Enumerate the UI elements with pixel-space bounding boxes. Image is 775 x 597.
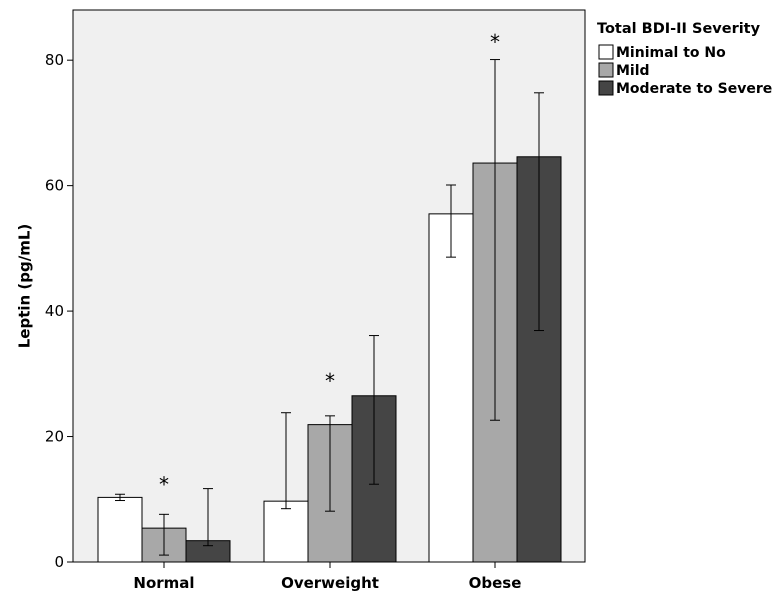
error-bar-overweight-mild	[325, 415, 335, 512]
y-tick-label: 20	[45, 428, 64, 446]
error-bar-normal-minimal-to-no	[115, 493, 125, 502]
y-tick-label: 40	[45, 302, 64, 320]
error-bar-normal-moderate-to-severe	[203, 488, 213, 547]
legend-label-minimal-to-no: Minimal to No	[616, 45, 726, 61]
error-bars	[115, 59, 544, 556]
y-tick-label: 80	[45, 51, 64, 69]
error-bar-obese-mild	[490, 59, 500, 421]
x-tick-label-overweight: Overweight	[281, 574, 379, 592]
y-tick-label: 60	[45, 177, 64, 195]
bar-normal-minimal-to-no	[97, 496, 143, 563]
error-bar-overweight-minimal-to-no	[281, 412, 291, 510]
legend-swatch-moderate-to-severe	[598, 80, 614, 96]
error-bar-overweight-moderate-to-severe	[369, 335, 379, 485]
significance-asterisk-overweight: *	[325, 369, 335, 393]
error-bar-obese-moderate-to-severe	[534, 92, 544, 332]
error-bar-obese-minimal-to-no	[446, 184, 456, 258]
significance-markers: * * *	[159, 30, 500, 496]
y-tick-label: 0	[54, 553, 64, 571]
legend-swatch-mild	[598, 62, 614, 78]
legend-label-moderate-to-severe: Moderate to Severe	[616, 81, 772, 97]
legend: Total BDI-II Severity Minimal to No Mild M…	[597, 21, 772, 97]
bar-obese-minimal-to-no	[428, 213, 474, 563]
significance-asterisk-obese: *	[490, 30, 500, 54]
legend-title: Total BDI-II Severity	[597, 21, 761, 37]
x-tick-label-obese: Obese	[469, 574, 522, 592]
significance-asterisk-normal: *	[159, 472, 169, 496]
x-tick-label-normal: Normal	[133, 574, 194, 592]
error-bar-normal-mild	[159, 513, 169, 556]
bar-overweight-minimal-to-no	[263, 500, 309, 563]
axes: 0 20 40 60 80 Normal Overweight Obese	[45, 10, 585, 592]
y-axis-label: Leptin (pg/mL)	[15, 224, 33, 349]
legend-label-mild: Mild	[616, 63, 650, 79]
legend-swatch-minimal-to-no	[598, 44, 614, 60]
